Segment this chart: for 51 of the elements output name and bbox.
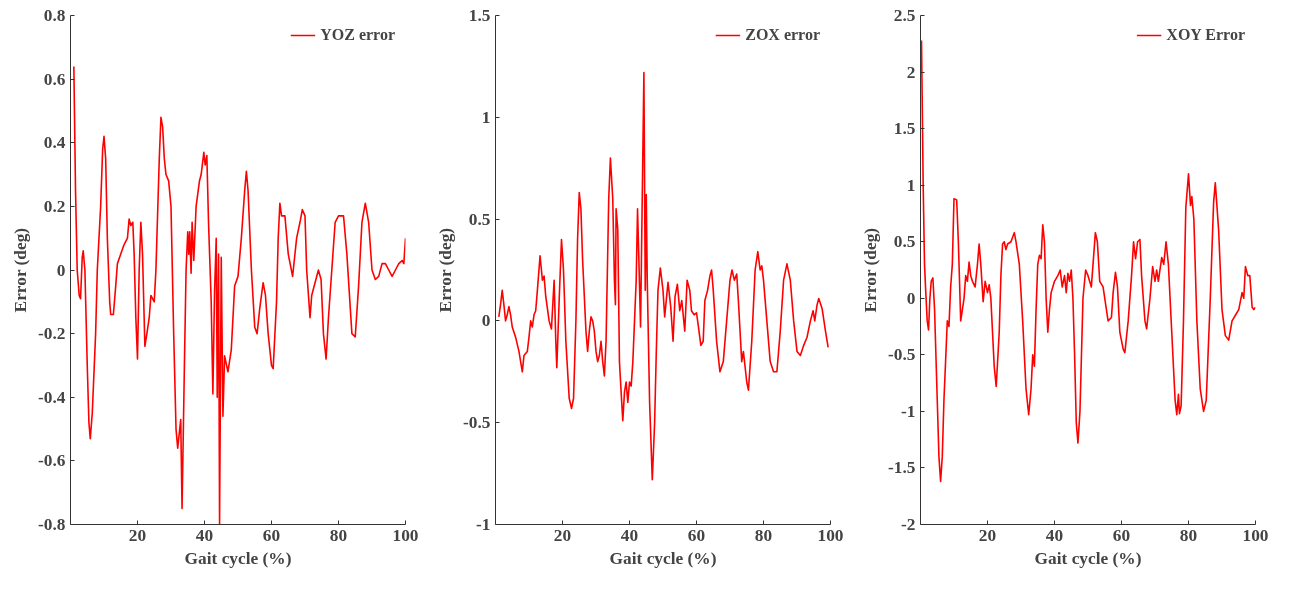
y-tick-label: -0.6 [38,451,66,471]
y-tick-label: -0.5 [888,345,916,365]
y-tick-label: 0.6 [43,69,66,89]
x-tick-label: 80 [754,525,773,545]
x-axis-title: Gait cycle (%) [1034,548,1142,568]
y-tick-label: -0.8 [38,515,66,534]
x-tick-label: 40 [620,525,639,545]
y-tick-label: 0 [481,311,491,331]
y-tick-label: 0.4 [43,133,66,153]
y-axis-title: Error (deg) [436,227,456,313]
x-tick-label: 20 [553,525,572,545]
x-tick-label: 60 [262,525,281,545]
x-tick-label: 80 [329,525,348,545]
y-axis-title: Error (deg) [11,227,31,313]
x-tick-label: 20 [128,525,147,545]
y-tick-label: 2.5 [893,6,916,25]
y-tick-label: -0.5 [463,413,491,433]
y-tick-label: -0.2 [38,324,66,344]
x-tick-label: 100 [817,525,844,545]
x-tick-label: 60 [1112,525,1131,545]
x-tick-label: 20 [978,525,997,545]
y-tick-label: 0 [906,288,916,308]
x-tick-label: 80 [1179,525,1198,545]
y-tick-label: 0.2 [43,196,66,216]
y-tick-label: 0.5 [468,209,491,229]
y-tick-label: 0.8 [43,6,66,25]
x-axis-title: Gait cycle (%) [184,548,292,568]
x-axis-title: Gait cycle (%) [609,548,717,568]
y-tick-label: 2 [906,62,916,82]
x-tick-label: 40 [1045,525,1064,545]
line-series [920,39,1256,483]
y-tick-label: -1.5 [888,458,916,478]
y-tick-label: 1 [481,107,491,127]
legend-label: YOZ error [320,26,395,44]
y-tick-label: -1 [901,401,916,421]
y-tick-label: 0.5 [893,232,916,252]
line-series [498,71,829,481]
x-tick-label: 100 [1242,525,1269,545]
y-tick-label: -1 [476,515,491,534]
legend-label: XOY Error [1166,26,1245,44]
x-tick-label: 60 [687,525,706,545]
y-axis-title: Error (deg) [861,227,881,313]
x-tick-label: 40 [195,525,214,545]
y-tick-label: 1 [906,175,916,195]
y-tick-label: -0.4 [38,387,66,407]
y-tick-label: 1.5 [468,6,491,25]
y-tick-label: 1.5 [893,119,916,139]
y-tick-label: -2 [901,515,916,534]
legend-label: ZOX error [745,26,820,44]
y-tick-label: 0 [56,260,66,280]
x-tick-label: 100 [392,525,419,545]
